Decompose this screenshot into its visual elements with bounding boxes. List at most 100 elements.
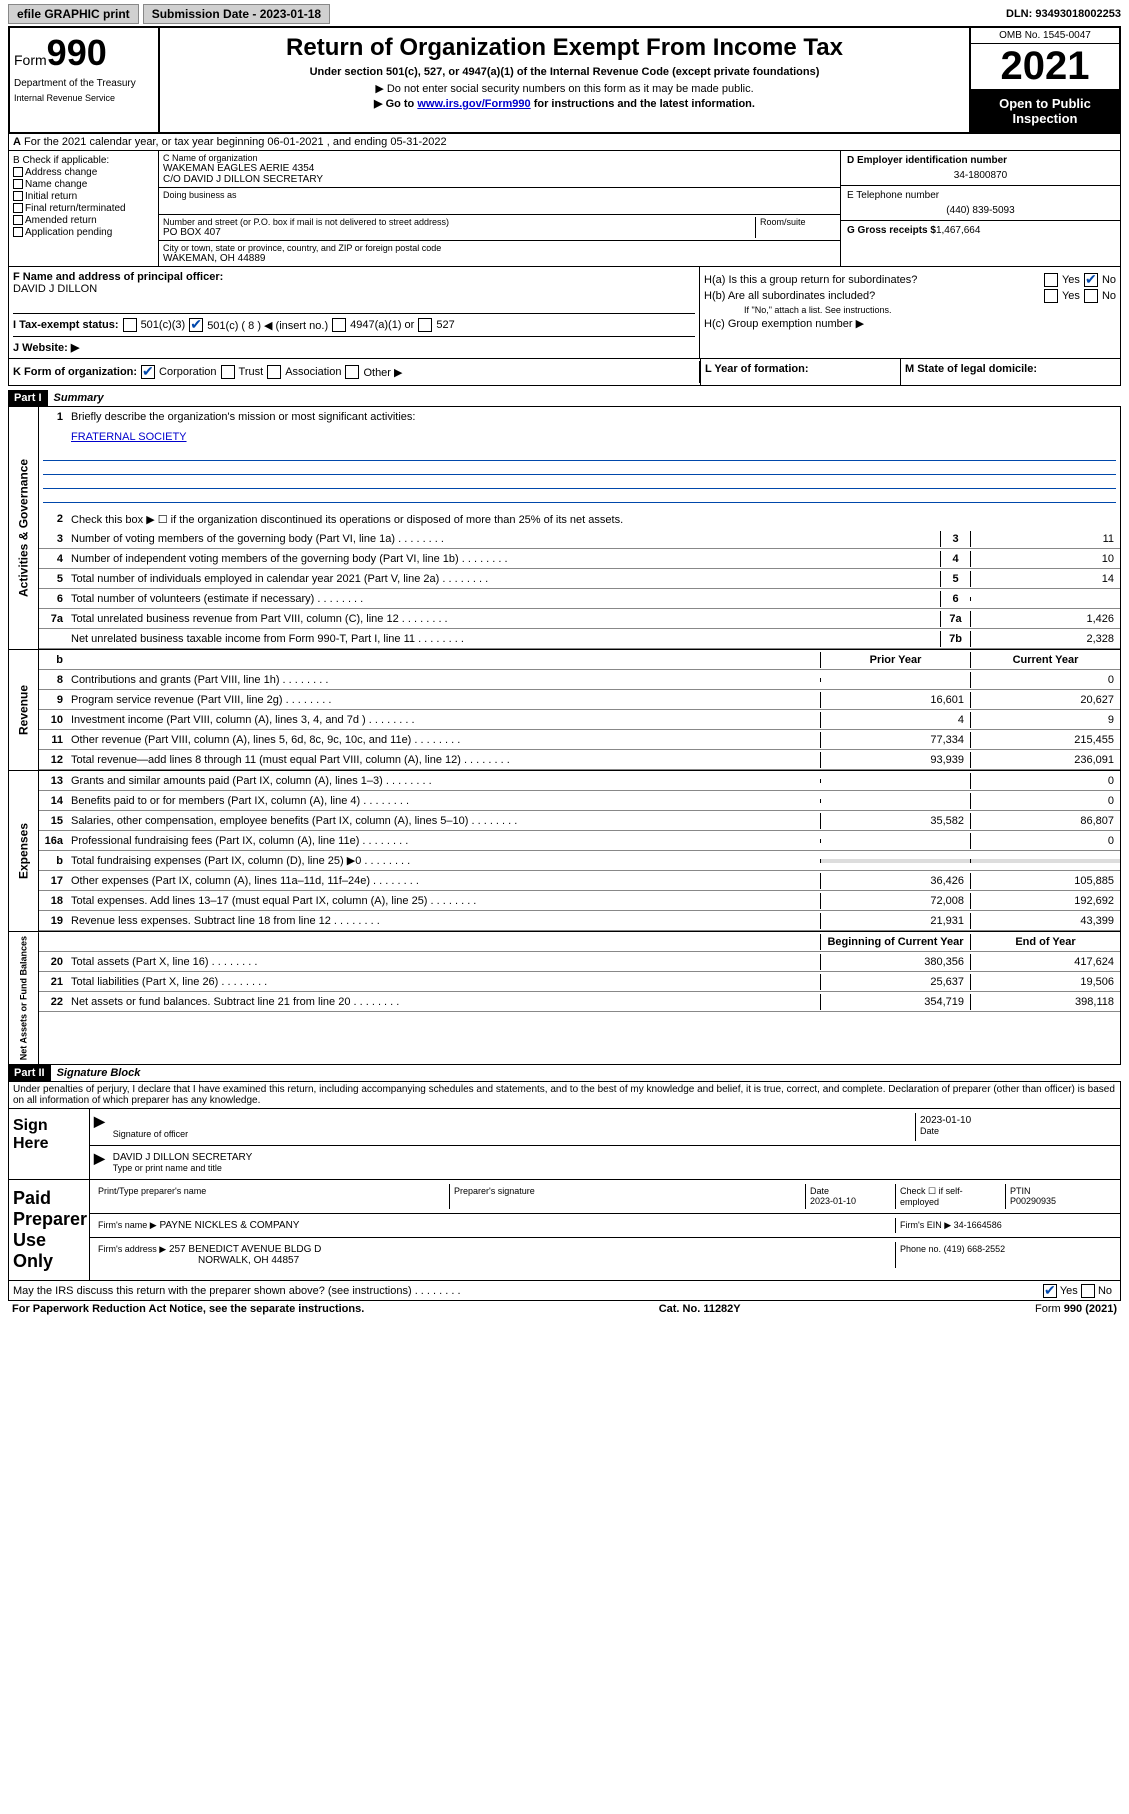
f-label: F Name and address of principal officer:	[13, 271, 223, 283]
opt-527: 527	[436, 319, 454, 331]
prep-date-lbl: Date	[810, 1186, 829, 1196]
gross-value: 1,467,664	[936, 225, 981, 236]
part1-title: Summary	[54, 392, 104, 404]
part2-hdr: Part II	[8, 1065, 51, 1081]
row-a-text: For the 2021 calendar year, or tax year …	[24, 136, 447, 148]
chk-527[interactable]	[418, 318, 432, 332]
discuss-yes[interactable]	[1043, 1284, 1057, 1298]
discuss-no[interactable]	[1081, 1284, 1095, 1298]
opt-other: Other ▶	[363, 366, 402, 379]
chk-501c3[interactable]	[123, 318, 137, 332]
m-label: M State of legal domicile:	[905, 363, 1037, 375]
tax-year: 2021	[971, 44, 1119, 90]
ha-label: H(a) Is this a group return for subordin…	[704, 274, 1040, 286]
hb-yes[interactable]	[1044, 289, 1058, 303]
opt-final-return: Final return/terminated	[25, 203, 126, 214]
efile-button[interactable]: efile GRAPHIC print	[8, 4, 139, 24]
org-care-of: C/O DAVID J DILLON SECRETARY	[163, 174, 836, 185]
chk-final-return[interactable]	[13, 203, 23, 213]
ha-yes-lbl: Yes	[1062, 274, 1080, 286]
discuss-text: May the IRS discuss this return with the…	[9, 1283, 1035, 1299]
chk-address-change[interactable]	[13, 167, 23, 177]
opt-address-change: Address change	[25, 167, 97, 178]
hb-no-lbl: No	[1102, 290, 1116, 302]
part2-title: Signature Block	[57, 1067, 141, 1079]
prep-name-lbl: Print/Type preparer's name	[94, 1184, 450, 1209]
city-value: WAKEMAN, OH 44889	[163, 253, 836, 264]
section-b: B Check if applicable: Address change Na…	[9, 151, 159, 266]
opt-corp: Corporation	[159, 366, 216, 378]
form-title: Return of Organization Exempt From Incom…	[166, 34, 963, 62]
opt-name-change: Name change	[25, 179, 87, 190]
opt-app-pending: Application pending	[25, 227, 112, 238]
arrow-icon: ▶	[94, 1113, 105, 1141]
form-number: 990	[47, 32, 107, 73]
firm-name: PAYNE NICKLES & COMPANY	[159, 1220, 299, 1231]
row-a: A For the 2021 calendar year, or tax yea…	[8, 134, 1121, 151]
footer-cat: Cat. No. 11282Y	[659, 1303, 741, 1315]
addr-label: Number and street (or P.O. box if mail i…	[163, 217, 751, 227]
sig-date-lbl: Date	[920, 1126, 1112, 1136]
tel-value: (440) 839-5093	[847, 205, 1114, 216]
open-public: Open to Public Inspection	[971, 90, 1119, 132]
form-prefix: Form	[14, 52, 47, 68]
top-bar: efile GRAPHIC print Submission Date - 20…	[8, 4, 1121, 24]
paid-preparer: Paid Preparer Use Only	[9, 1180, 89, 1280]
footer-pra: For Paperwork Reduction Act Notice, see …	[12, 1303, 364, 1315]
form-header: Form990 Department of the Treasury Inter…	[8, 26, 1121, 134]
omb-number: OMB No. 1545-0047	[971, 28, 1119, 44]
opt-501c: 501(c) ( 8 ) ◀ (insert no.)	[207, 319, 328, 332]
officer-name-val: DAVID J DILLON SECRETARY	[113, 1152, 1112, 1163]
ptin-lbl: PTIN	[1010, 1186, 1031, 1196]
mission-text[interactable]: FRATERNAL SOCIETY	[71, 431, 187, 443]
arrow-icon-2: ▶	[94, 1150, 105, 1175]
irs-label: Internal Revenue Service	[14, 93, 154, 103]
opt-trust: Trust	[239, 366, 264, 378]
chk-name-change[interactable]	[13, 179, 23, 189]
chk-4947[interactable]	[332, 318, 346, 332]
ein-label: D Employer identification number	[847, 155, 1114, 166]
hb-no[interactable]	[1084, 289, 1098, 303]
ha-no[interactable]	[1084, 273, 1098, 287]
prep-sig-lbl: Preparer's signature	[450, 1184, 806, 1209]
c-name-label: C Name of organization	[163, 153, 836, 163]
gross-label: G Gross receipts $	[847, 225, 936, 236]
declaration: Under penalties of perjury, I declare th…	[9, 1082, 1120, 1108]
part1-hdr: Part I	[8, 390, 48, 406]
firm-ein: 34-1664586	[954, 1220, 1002, 1230]
k-label: K Form of organization:	[13, 366, 137, 378]
phone: (419) 668-2552	[944, 1244, 1006, 1254]
note-goto-post: for instructions and the latest informat…	[531, 98, 755, 110]
tab-net: Net Assets or Fund Balances	[9, 932, 39, 1064]
l-label: L Year of formation:	[705, 363, 809, 375]
l1-label: Briefly describe the organization's miss…	[67, 409, 1120, 425]
tab-revenue: Revenue	[9, 650, 39, 770]
chk-assoc[interactable]	[267, 365, 281, 379]
chk-trust[interactable]	[221, 365, 235, 379]
sig-date: 2023-01-10	[920, 1115, 1112, 1126]
tab-expenses: Expenses	[9, 771, 39, 931]
chk-corp[interactable]	[141, 365, 155, 379]
hdr-prior: Prior Year	[820, 652, 970, 668]
discuss-no-lbl: No	[1098, 1285, 1112, 1297]
chk-other[interactable]	[345, 365, 359, 379]
hc-label: H(c) Group exemption number ▶	[704, 317, 864, 330]
sign-here: Sign Here	[9, 1109, 89, 1179]
chk-initial-return[interactable]	[13, 191, 23, 201]
opt-501c3: 501(c)(3)	[141, 319, 186, 331]
tel-label: E Telephone number	[847, 190, 1114, 201]
firm-ein-lbl: Firm's EIN ▶	[900, 1220, 951, 1230]
ein-value: 34-1800870	[847, 170, 1114, 181]
hdr-current: Current Year	[970, 652, 1120, 668]
chk-501c[interactable]	[189, 318, 203, 332]
addr-value: PO BOX 407	[163, 227, 751, 238]
irs-link[interactable]: www.irs.gov/Form990	[417, 98, 530, 110]
firm-addr-lbl: Firm's address ▶	[98, 1244, 166, 1254]
room-label: Room/suite	[760, 217, 836, 227]
ha-yes[interactable]	[1044, 273, 1058, 287]
section-b-label: B Check if applicable:	[13, 155, 154, 166]
dept-treasury: Department of the Treasury	[14, 78, 154, 89]
chk-amended[interactable]	[13, 215, 23, 225]
chk-app-pending[interactable]	[13, 227, 23, 237]
hb-note: If "No," attach a list. See instructions…	[704, 305, 1116, 315]
